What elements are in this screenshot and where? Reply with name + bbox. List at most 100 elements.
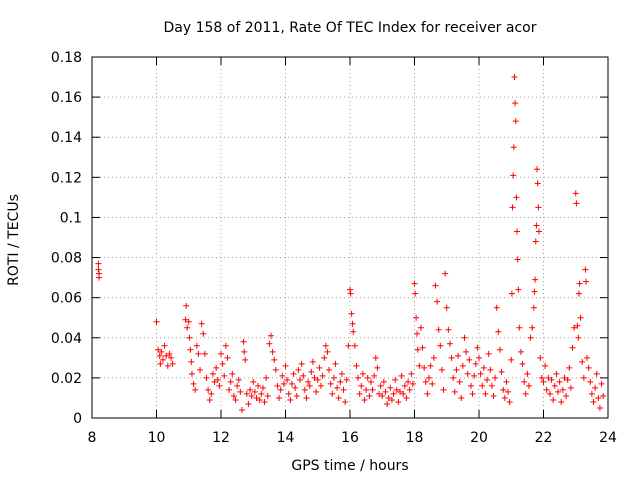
- data-point: [292, 384, 299, 391]
- data-point: [524, 370, 531, 377]
- data-point: [261, 398, 268, 405]
- data-points: [95, 74, 607, 413]
- data-point: [508, 356, 515, 363]
- data-point: [241, 348, 248, 355]
- data-point: [427, 362, 434, 369]
- data-point: [267, 332, 274, 339]
- data-point: [583, 278, 590, 285]
- data-point: [511, 74, 518, 81]
- data-point: [372, 354, 379, 361]
- data-point: [426, 374, 433, 381]
- data-point: [558, 398, 565, 405]
- data-point: [221, 372, 228, 379]
- data-point: [445, 326, 452, 333]
- y-tick-label: 0.1: [60, 210, 82, 226]
- data-point: [382, 388, 389, 395]
- data-point: [327, 380, 334, 387]
- data-point: [512, 100, 519, 107]
- data-point: [226, 386, 233, 393]
- data-point: [451, 388, 458, 395]
- data-point: [446, 340, 453, 347]
- data-point: [435, 326, 442, 333]
- y-tick-label: 0: [73, 411, 82, 427]
- data-point: [576, 280, 583, 287]
- data-point: [222, 342, 229, 349]
- data-point: [592, 384, 599, 391]
- data-point: [487, 366, 494, 373]
- data-point: [396, 388, 403, 395]
- grid-lines: [92, 57, 608, 418]
- data-point: [421, 364, 428, 371]
- data-point: [311, 374, 318, 381]
- data-point: [232, 396, 239, 403]
- data-point: [519, 360, 526, 367]
- y-tick-label: 0.08: [51, 251, 82, 267]
- data-point: [422, 378, 429, 385]
- data-point: [306, 382, 313, 389]
- data-point: [219, 360, 226, 367]
- data-point: [380, 378, 387, 385]
- data-point: [484, 376, 491, 383]
- y-tick-label: 0.02: [51, 371, 82, 387]
- data-point: [348, 310, 355, 317]
- data-point: [363, 386, 370, 393]
- data-point: [197, 366, 204, 373]
- data-point: [535, 228, 542, 235]
- data-point: [367, 378, 374, 385]
- data-point: [353, 362, 360, 369]
- data-point: [157, 360, 164, 367]
- data-point: [256, 396, 263, 403]
- data-point: [534, 180, 541, 187]
- data-point: [482, 390, 489, 397]
- data-point: [403, 394, 410, 401]
- data-point: [535, 204, 542, 211]
- data-point: [95, 260, 102, 267]
- data-point: [505, 388, 512, 395]
- data-point: [563, 392, 570, 399]
- data-point: [575, 290, 582, 297]
- data-point: [496, 346, 503, 353]
- data-point: [379, 392, 386, 399]
- data-point: [588, 390, 595, 397]
- x-axis-label: GPS time / hours: [291, 458, 408, 474]
- data-point: [534, 166, 541, 173]
- data-point: [216, 382, 223, 389]
- x-tick-label: 16: [341, 430, 359, 446]
- data-point: [166, 350, 173, 357]
- y-tick-labels: 0 0.02 0.04 0.06 0.08 0.1 0.12 0.14 0.16 0.18: [51, 50, 82, 427]
- data-point: [417, 324, 424, 331]
- y-tick-label: 0.06: [51, 291, 82, 307]
- data-point: [401, 382, 408, 389]
- data-point: [510, 144, 517, 151]
- data-point: [334, 384, 341, 391]
- data-point: [598, 380, 605, 387]
- data-point: [495, 328, 502, 335]
- data-point: [355, 374, 362, 381]
- data-point: [195, 350, 202, 357]
- y-tick-label: 0.14: [51, 130, 82, 146]
- data-point: [575, 334, 582, 341]
- data-point: [284, 376, 291, 383]
- data-point: [208, 390, 215, 397]
- data-point: [240, 338, 247, 345]
- data-point: [461, 334, 468, 341]
- data-point: [522, 390, 529, 397]
- data-point: [264, 392, 271, 399]
- data-point: [347, 290, 354, 297]
- y-tick-label: 0.04: [51, 331, 82, 347]
- data-point: [538, 374, 545, 381]
- data-point: [332, 360, 339, 367]
- data-point: [371, 372, 378, 379]
- data-point: [590, 398, 597, 405]
- data-point: [205, 386, 212, 393]
- data-point: [96, 274, 103, 281]
- data-point: [384, 400, 391, 407]
- data-point: [95, 266, 102, 273]
- data-point: [234, 382, 241, 389]
- data-point: [230, 392, 237, 399]
- data-point: [561, 374, 568, 381]
- data-point: [188, 358, 195, 365]
- data-point: [345, 342, 352, 349]
- data-point: [155, 346, 162, 353]
- data-point: [437, 342, 444, 349]
